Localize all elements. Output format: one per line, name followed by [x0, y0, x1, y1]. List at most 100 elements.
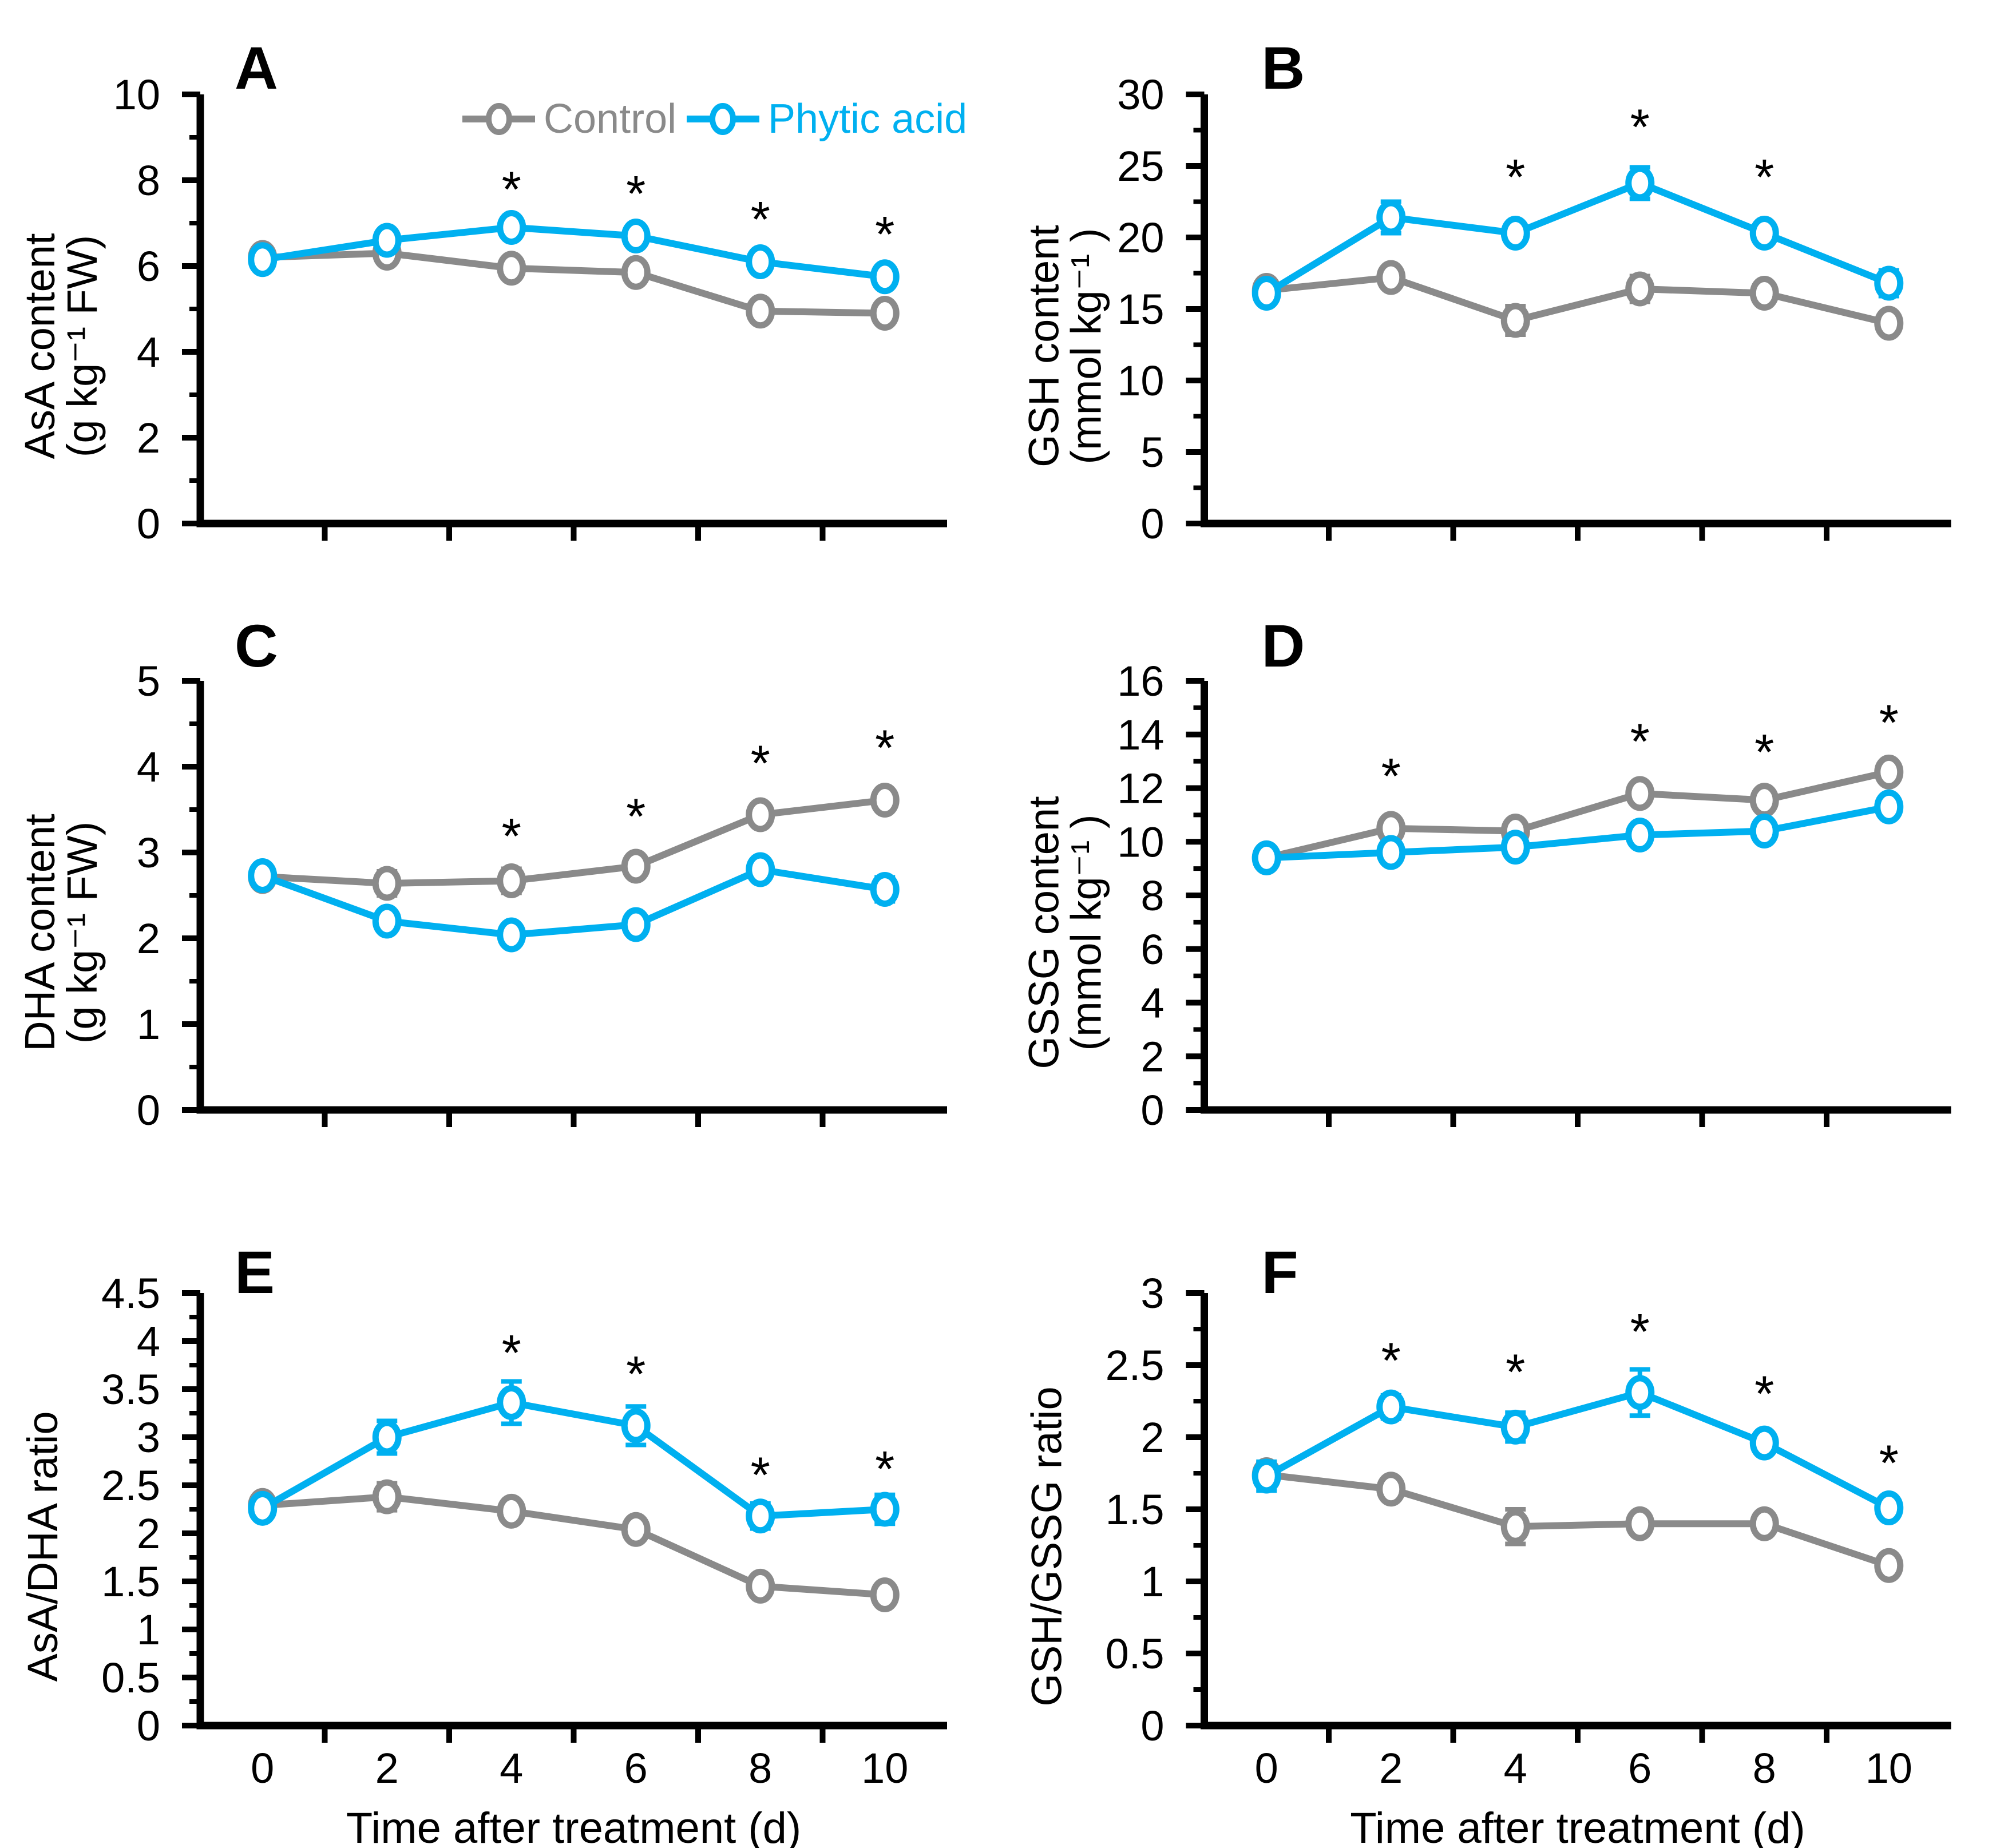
data-point-marker-control [870, 296, 900, 331]
y-axis-label: AsA content(g kg⁻¹ FW) [16, 233, 106, 459]
data-point-marker-phytic [1500, 1409, 1530, 1445]
y-axis-tick-label: 2 [1140, 1414, 1164, 1461]
series-line-control [262, 249, 885, 317]
y-axis-tick-label: 10 [1117, 357, 1164, 405]
series-line-phytic [260, 1399, 885, 1520]
y-axis-tick-label: 20 [1117, 214, 1164, 261]
legend-marker [710, 103, 736, 135]
data-point-marker-phytic [497, 917, 526, 953]
data-point-marker-phytic [746, 244, 775, 279]
data-point-marker-phytic [870, 1492, 900, 1527]
data-point-marker-phytic [746, 1498, 775, 1534]
y-axis-label: GSSG content(mmol kg⁻¹ ) [1020, 796, 1110, 1069]
panel-letter: A [235, 35, 278, 102]
panel-D: 0 2 4 6 8 10 12 14 16 GSSG content(mmol kg⁻¹ ) * * *… [1004, 601, 2008, 1201]
data-point-marker-phytic [248, 1490, 278, 1526]
y-axis-tick-label: 1.5 [101, 1558, 160, 1605]
y-axis-label: GSH content(mmol kg⁻¹ ) [1020, 225, 1110, 467]
significance-asterisk: * [1506, 1343, 1525, 1400]
data-point-marker-phytic [870, 872, 900, 907]
y-axis-tick-label: 4 [137, 743, 160, 791]
x-axis-tick-label: 0 [251, 1744, 274, 1792]
significance-asterisk: * [751, 1446, 770, 1503]
series-control [1251, 260, 1904, 341]
y-axis-tick-label: 0 [1140, 1086, 1164, 1134]
data-point-marker-phytic [621, 219, 651, 253]
data-point-marker-phytic [248, 242, 278, 277]
data-point-marker-control [621, 848, 651, 884]
significance-asterisk: * [1754, 724, 1774, 780]
y-axis-tick-label: 10 [113, 71, 160, 118]
series-line-phytic [1265, 1389, 1891, 1511]
data-point-marker-phytic [1874, 789, 1904, 824]
panel-B: 0 5 10 15 20 25 30 GSH content(mmol kg⁻¹ ) * * * B [1004, 0, 2008, 601]
series-control [248, 1479, 900, 1613]
data-point-marker-control [746, 797, 775, 832]
data-point-marker-control [497, 251, 526, 286]
data-point-marker-phytic [1251, 276, 1281, 311]
significance-asterisk: * [875, 719, 894, 776]
significance-asterisk: * [1381, 748, 1401, 804]
data-point-marker-phytic [1376, 200, 1406, 235]
y-axis-tick-label: 5 [137, 657, 160, 705]
data-point-marker-phytic [1625, 1375, 1655, 1410]
legend: Control Phytic acid [462, 96, 967, 142]
data-point-marker-control [1625, 271, 1655, 307]
y-axis-tick-label: 2 [137, 915, 160, 962]
data-point-marker-control [1874, 306, 1904, 341]
data-point-marker-phytic [621, 907, 651, 942]
data-point-marker-control [497, 863, 526, 898]
significance-asterisk: * [626, 1345, 645, 1402]
chart-panel-a: 0 2 4 6 8 10 AsA content(g kg⁻¹ FW) * * * * A Contro… [16, 35, 967, 548]
significance-asterisk: * [502, 808, 521, 864]
panel-E: 0 0.5 1 1.5 2 2.5 3 3.5 4 4.5 0 2 4 6 8 10 Time after tr… [0, 1201, 1004, 1848]
x-axis-tick-label: 8 [1753, 1744, 1776, 1792]
significance-asterisk: * [751, 735, 770, 791]
series-phytic [248, 210, 900, 295]
significance-asterisk: * [1630, 713, 1650, 770]
y-axis-tick-label: 0 [1140, 1702, 1164, 1750]
data-point-marker-phytic [1500, 830, 1530, 865]
y-axis-tick-label: 5 [1140, 429, 1164, 476]
axis-spines [1201, 1293, 1951, 1730]
x-axis-label: Time after treatment (d) [346, 1804, 801, 1848]
y-axis-tick-label: 0 [137, 1702, 160, 1750]
significance-asterisk: * [626, 788, 645, 844]
y-axis-tick-label: 0.5 [1106, 1630, 1165, 1678]
y-axis-tick-label: 2 [1140, 1033, 1164, 1080]
y-axis-tick-label: 15 [1117, 285, 1164, 333]
legend-label-control: Control [544, 96, 676, 142]
series-phytic [248, 1379, 900, 1534]
y-axis-tick-label: 2.5 [1106, 1342, 1165, 1389]
y-axis-tick-label: 3 [137, 1414, 160, 1461]
y-axis-tick-label: 4.5 [101, 1270, 160, 1317]
x-axis-tick-label: 6 [1628, 1744, 1651, 1792]
y-axis-tick-label: 3 [137, 829, 160, 877]
data-point-marker-phytic [372, 223, 402, 258]
y-axis-tick-label: 14 [1117, 711, 1164, 759]
x-axis-tick-label: 6 [624, 1744, 648, 1792]
y-axis-tick-label: 3 [1140, 1270, 1164, 1317]
data-point-marker-phytic [372, 903, 402, 939]
y-axis-tick-label: 3.5 [101, 1366, 160, 1413]
y-axis-tick-label: 16 [1117, 657, 1164, 705]
significance-asterisk: * [502, 161, 521, 217]
series-line-phytic [1266, 803, 1890, 862]
y-axis-tick-label: 4 [1140, 979, 1164, 1027]
significance-asterisk: * [1381, 1332, 1401, 1389]
data-point-marker-phytic [1874, 1490, 1904, 1525]
series-line-phytic [1265, 180, 1890, 296]
y-axis-tick-label: 1 [137, 1606, 160, 1653]
y-axis-tick-label: 1.5 [1106, 1486, 1165, 1533]
x-axis-tick-label: 4 [1504, 1744, 1527, 1792]
panel-A: 0 2 4 6 8 10 AsA content(g kg⁻¹ FW) * * * * A Contro… [0, 0, 1004, 601]
data-point-marker-control [870, 1577, 900, 1613]
chart-panel-b: 0 5 10 15 20 25 30 GSH content(mmol kg⁻¹ ) * * * B [1020, 35, 1951, 548]
significance-asterisk: * [1754, 1365, 1774, 1422]
panel-letter: E [235, 1239, 275, 1306]
series-line-control [262, 796, 885, 887]
data-point-marker-phytic [1749, 216, 1779, 251]
significance-asterisk: * [1506, 149, 1525, 205]
data-point-marker-control [746, 1568, 775, 1604]
data-point-marker-phytic [1376, 1389, 1406, 1425]
